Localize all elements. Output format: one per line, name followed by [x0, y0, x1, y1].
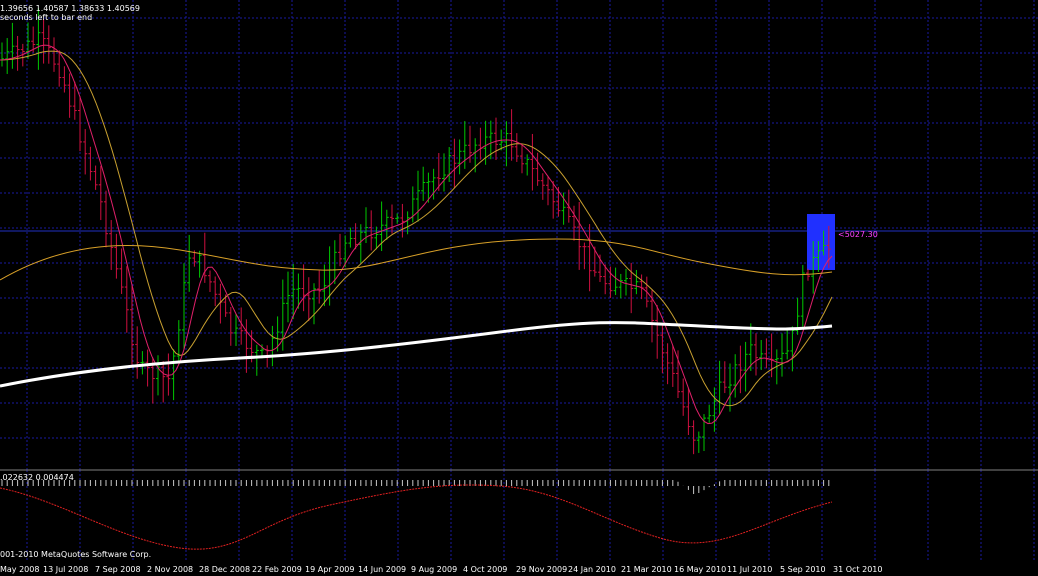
x-axis-label: 16 May 2010 [674, 565, 727, 574]
x-axis-label: 11 Jul 2010 [727, 565, 773, 574]
x-axis-label: May 2008 [0, 565, 40, 574]
x-axis-label: 31 Oct 2010 [833, 565, 883, 574]
x-axis-label: 2 Nov 2008 [147, 565, 194, 574]
macd-histogram [0, 480, 833, 550]
x-axis-label: 29 Nov 2009 [516, 565, 568, 574]
ma-mid-line [0, 50, 833, 407]
x-axis-label: 9 Aug 2009 [411, 565, 458, 574]
current-bar-highlight [807, 214, 835, 270]
candlesticks [0, 8, 831, 455]
x-axis-label: 24 Jan 2010 [568, 565, 616, 574]
x-axis-label: 19 Apr 2009 [305, 565, 355, 574]
bar-timer-text: seconds left to bar end [0, 13, 93, 22]
chart-grid [0, 0, 1038, 562]
price-label: <5027.30 [838, 230, 878, 239]
x-axis-label: 21 Mar 2010 [621, 565, 672, 574]
ma-fast-line [0, 44, 833, 425]
copyright-text: 001-2010 MetaQuotes Software Corp. [0, 550, 152, 559]
macd-values: .022632 0.004474 [0, 473, 74, 482]
x-axis-label: 4 Oct 2009 [463, 565, 508, 574]
ohlc-readout: 1.39656 1.40587 1.38633 1.40569 [0, 4, 140, 13]
x-axis-label: 13 Jul 2008 [43, 565, 89, 574]
macd-signal-line [0, 484, 833, 550]
x-axis-label: 7 Sep 2008 [95, 565, 141, 574]
ma-long-line [0, 321, 833, 388]
x-axis-label: 22 Feb 2009 [252, 565, 302, 574]
x-axis-label: 14 Jun 2009 [358, 565, 407, 574]
ma-slow-line [0, 238, 833, 281]
x-axis-label: 28 Dec 2008 [199, 565, 251, 574]
x-axis-label: 5 Sep 2010 [780, 565, 826, 574]
moving-averages [0, 44, 833, 425]
